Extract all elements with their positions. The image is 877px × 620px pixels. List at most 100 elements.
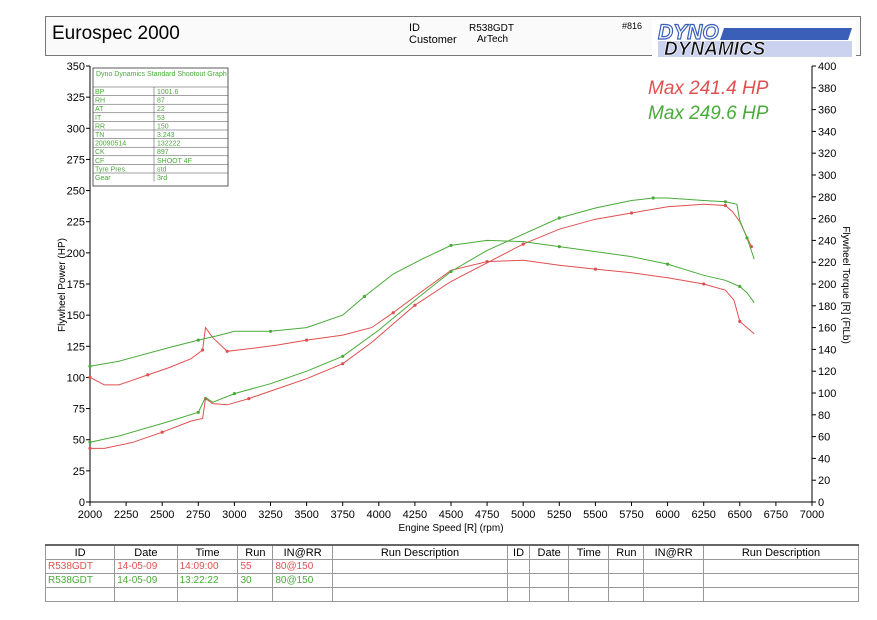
table-cell [703,573,859,588]
y-axis-right-label: Flywheel Torque [R] (FtLb) [840,226,851,344]
info-value: std [157,166,166,173]
x-tick-label: 3750 [330,509,354,521]
data-point [449,243,453,247]
table-cell [608,559,645,574]
y-left-tick-label: 200 [67,248,85,260]
col-run-description-2: Run Description [703,544,859,560]
col-id-2: ID [506,544,531,560]
x-tick-label: 5500 [583,509,607,521]
table-cell [331,573,508,588]
col-date-2: Date [529,544,570,560]
data-point [201,348,205,352]
data-point [702,282,706,286]
table-cell: 80@150 [272,573,333,588]
runs-table: ID Date Time Run IN@RR Run Description I… [44,544,859,602]
info-table: Dyno Dynamics Standard Shootout Graph. BP… [92,67,229,187]
chart-series [88,196,755,450]
table-cell [643,573,704,588]
y-left-tick-label: 325 [67,92,85,104]
table-cell [568,573,610,588]
y-left-tick-label: 225 [67,217,85,229]
data-point [232,392,236,396]
table-cell [568,587,610,602]
y-right-tick-label: 140 [818,344,836,356]
table-cell: 14-05-09 [114,559,178,574]
data-point [738,284,742,289]
y-right-tick-label: 180 [818,301,836,313]
y-axis-left-label: Flywheel Power (HP) [57,238,68,332]
table-cell [529,573,570,588]
data-point [557,245,561,249]
info-value: 87 [157,98,165,105]
info-key: RH [95,98,105,105]
info-value: 3.243 [157,132,175,139]
y-left-tick-label: 25 [73,466,85,478]
info-value: 22 [157,106,165,113]
col-inrr: IN@RR [272,544,333,560]
col-time: Time [176,544,239,560]
data-point [341,362,345,366]
table-cell [331,587,508,602]
data-point [521,242,525,246]
info-value: 150 [157,123,169,130]
x-tick-label: 4500 [439,509,463,521]
y-right-tick-label: 360 [818,105,836,117]
x-tick-label: 4250 [403,509,427,521]
y-left-tick-label: 275 [67,154,85,166]
x-tick-label: 5000 [511,509,535,521]
table-cell [506,587,531,602]
table-cell [114,587,178,602]
id-label: ID [409,22,420,34]
y-right-tick-label: 340 [818,126,836,138]
data-point [557,216,561,220]
data-point [593,267,598,271]
y-right-tick-label: 220 [818,257,836,269]
table-cell [272,587,333,602]
table-cell [331,559,508,574]
logo-bottom-text: DYNAMICS [664,39,766,58]
data-point [413,303,417,307]
info-key: BP [95,89,105,96]
max-label-run2: Max 249.6 HP [648,103,769,124]
data-point [745,236,749,240]
runs-table-header: ID Date Time Run IN@RR Run Description I… [44,544,859,560]
y-right-tick-label: 0 [818,497,824,509]
info-key: Gear [95,175,111,182]
x-tick-label: 6750 [764,509,788,521]
info-key: Tyre Pres. [95,166,127,173]
id-value: R538GDT [469,23,515,34]
report-header: Eurospec 2000 ID R538GDT Customer ArTech… [45,16,861,60]
series-line-torque-run1 [89,259,755,386]
y-right-tick-label: 120 [818,366,836,378]
col-run: Run [237,544,274,560]
x-tick-label: 5250 [547,509,571,521]
y-left-tick-label: 100 [67,372,85,384]
data-point [247,397,251,401]
data-point [341,354,345,358]
y-right-tick-label: 380 [818,83,836,95]
table-cell: 13:22:22 [176,573,239,588]
report-number: #816 [622,21,643,31]
data-point [196,338,200,342]
x-tick-label: 3250 [258,509,282,521]
y-left-tick-label: 50 [73,435,85,447]
x-tick-label: 7000 [800,509,824,521]
data-point [160,430,164,434]
table-cell [608,573,645,588]
y-right-tick-label: 20 [818,475,830,487]
col-run-2: Run [608,544,645,560]
logo-top-text: DYNO [658,21,719,44]
data-point [629,211,634,215]
y-right-tick-label: 320 [818,148,836,160]
table-cell [176,587,239,602]
data-point [88,375,92,379]
info-value: 897 [157,149,169,156]
y-right-tick-label: 80 [818,410,830,422]
data-point [225,349,229,353]
data-point [196,410,200,414]
x-tick-label: 3000 [222,509,246,521]
x-tick-label: 2750 [186,509,210,521]
data-point [651,196,655,200]
data-point [88,364,92,368]
y-left-tick-label: 250 [67,186,85,198]
